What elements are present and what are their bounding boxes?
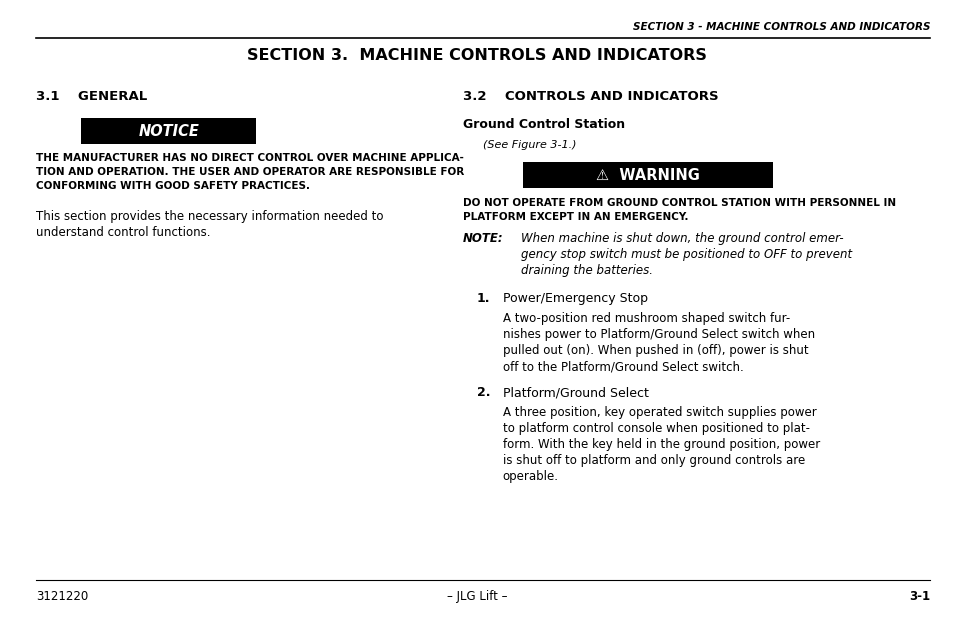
Text: 1.: 1. xyxy=(476,292,490,305)
Text: NOTICE: NOTICE xyxy=(138,124,199,138)
Text: off to the Platform/Ground Select switch.: off to the Platform/Ground Select switch… xyxy=(502,360,742,373)
Text: pulled out (on). When pushed in (off), power is shut: pulled out (on). When pushed in (off), p… xyxy=(502,344,807,357)
Text: A three position, key operated switch supplies power: A three position, key operated switch su… xyxy=(502,406,816,419)
Text: (See Figure 3-1.): (See Figure 3-1.) xyxy=(482,140,576,150)
Text: 3-1: 3-1 xyxy=(908,590,929,603)
Text: gency stop switch must be positioned to OFF to prevent: gency stop switch must be positioned to … xyxy=(520,248,851,261)
Text: PLATFORM EXCEPT IN AN EMERGENCY.: PLATFORM EXCEPT IN AN EMERGENCY. xyxy=(462,212,687,222)
Text: nishes power to Platform/Ground Select switch when: nishes power to Platform/Ground Select s… xyxy=(502,328,814,341)
Text: form. With the key held in the ground position, power: form. With the key held in the ground po… xyxy=(502,438,819,451)
Text: draining the batteries.: draining the batteries. xyxy=(520,264,652,277)
Text: ⚠  WARNING: ⚠ WARNING xyxy=(595,167,699,182)
Text: This section provides the necessary information needed to: This section provides the necessary info… xyxy=(36,210,383,223)
Text: 3.1    GENERAL: 3.1 GENERAL xyxy=(36,90,148,103)
Text: understand control functions.: understand control functions. xyxy=(36,226,211,239)
Text: CONFORMING WITH GOOD SAFETY PRACTICES.: CONFORMING WITH GOOD SAFETY PRACTICES. xyxy=(36,181,310,191)
Text: DO NOT OPERATE FROM GROUND CONTROL STATION WITH PERSONNEL IN: DO NOT OPERATE FROM GROUND CONTROL STATI… xyxy=(462,198,895,208)
Text: 3121220: 3121220 xyxy=(36,590,89,603)
FancyBboxPatch shape xyxy=(81,118,256,144)
Text: Power/Emergency Stop: Power/Emergency Stop xyxy=(502,292,647,305)
Text: operable.: operable. xyxy=(502,470,558,483)
Text: Ground Control Station: Ground Control Station xyxy=(462,118,624,131)
Text: NOTE:: NOTE: xyxy=(462,232,503,245)
Text: – JLG Lift –: – JLG Lift – xyxy=(446,590,507,603)
Text: 3.2    CONTROLS AND INDICATORS: 3.2 CONTROLS AND INDICATORS xyxy=(462,90,718,103)
Text: SECTION 3 - MACHINE CONTROLS AND INDICATORS: SECTION 3 - MACHINE CONTROLS AND INDICAT… xyxy=(632,22,929,32)
FancyBboxPatch shape xyxy=(522,162,772,188)
Text: is shut off to platform and only ground controls are: is shut off to platform and only ground … xyxy=(502,454,804,467)
Text: A two-position red mushroom shaped switch fur-: A two-position red mushroom shaped switc… xyxy=(502,312,789,325)
Text: TION AND OPERATION. THE USER AND OPERATOR ARE RESPONSIBLE FOR: TION AND OPERATION. THE USER AND OPERATO… xyxy=(36,167,464,177)
Text: 2.: 2. xyxy=(476,386,490,399)
Text: THE MANUFACTURER HAS NO DIRECT CONTROL OVER MACHINE APPLICA-: THE MANUFACTURER HAS NO DIRECT CONTROL O… xyxy=(36,153,464,163)
Text: SECTION 3.  MACHINE CONTROLS AND INDICATORS: SECTION 3. MACHINE CONTROLS AND INDICATO… xyxy=(247,48,706,63)
Text: When machine is shut down, the ground control emer-: When machine is shut down, the ground co… xyxy=(520,232,842,245)
Text: to platform control console when positioned to plat-: to platform control console when positio… xyxy=(502,422,809,435)
Text: Platform/Ground Select: Platform/Ground Select xyxy=(502,386,648,399)
